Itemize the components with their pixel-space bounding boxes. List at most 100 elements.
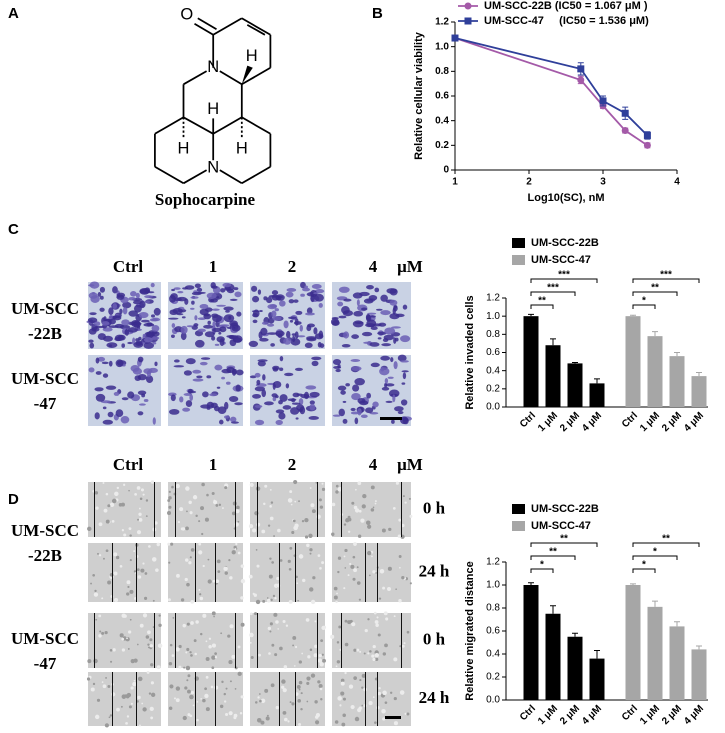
cell	[341, 343, 351, 348]
y-tick-label: 0.4	[486, 365, 500, 376]
data-point	[621, 109, 629, 117]
texture	[113, 571, 118, 576]
texture	[255, 701, 258, 704]
cell	[308, 416, 319, 420]
texture	[350, 564, 355, 569]
texture	[353, 676, 358, 680]
texture	[237, 671, 242, 677]
texture	[255, 548, 258, 551]
texture	[335, 600, 338, 604]
cell	[314, 293, 324, 302]
texture	[99, 630, 102, 633]
texture	[213, 500, 218, 505]
cell	[270, 343, 275, 347]
texture	[283, 665, 288, 669]
texture	[281, 685, 285, 689]
cell	[177, 296, 187, 302]
texture	[294, 500, 297, 503]
texture	[402, 495, 405, 498]
texture	[310, 673, 316, 678]
texture	[321, 625, 326, 631]
texture	[350, 704, 355, 710]
texture	[142, 707, 147, 712]
texture	[175, 686, 181, 691]
cell	[380, 355, 391, 361]
legend-label: UM-SCC-22B	[531, 237, 599, 249]
texture	[116, 707, 120, 712]
texture	[305, 618, 310, 622]
significance-label: **	[651, 283, 659, 294]
cell	[216, 304, 227, 307]
texture	[331, 502, 336, 507]
texture	[337, 487, 343, 492]
cell	[286, 330, 291, 339]
texture	[115, 555, 120, 560]
texture	[384, 643, 388, 648]
texture	[298, 722, 302, 727]
cell	[132, 300, 142, 305]
texture	[141, 702, 144, 705]
cell	[183, 370, 192, 376]
cell	[278, 412, 286, 420]
cell	[271, 310, 277, 318]
texture	[112, 648, 116, 652]
x-tick-label: 1 μM	[638, 410, 662, 434]
cell	[121, 343, 126, 348]
texture	[277, 528, 281, 533]
cell	[232, 337, 242, 343]
texture	[357, 534, 362, 538]
texture	[95, 506, 99, 510]
data-point	[577, 65, 585, 73]
texture	[180, 598, 185, 602]
texture	[236, 505, 240, 510]
y-tick-label: 0.4	[486, 649, 500, 660]
cell	[226, 288, 235, 294]
cell	[277, 333, 283, 338]
texture	[220, 632, 223, 635]
texture	[116, 486, 120, 490]
cell	[275, 419, 283, 426]
texture	[365, 520, 371, 526]
cell	[236, 311, 242, 317]
texture	[240, 622, 245, 627]
x-tick-label: 4	[674, 177, 680, 188]
texture	[235, 509, 240, 514]
texture	[94, 589, 97, 593]
micrograph-background	[250, 672, 325, 726]
cell	[108, 318, 116, 325]
texture	[178, 665, 182, 669]
column-label: 1	[209, 257, 218, 276]
texture	[295, 575, 298, 579]
texture	[98, 634, 102, 638]
texture	[392, 507, 396, 510]
texture	[320, 698, 323, 701]
texture	[186, 510, 188, 513]
texture	[171, 485, 174, 489]
micrograph-background	[168, 613, 243, 668]
texture	[107, 685, 111, 688]
texture	[142, 493, 145, 496]
cell	[254, 419, 265, 426]
scale-bar	[380, 417, 402, 420]
texture	[137, 575, 142, 579]
x-axis-label: Log10(SC), nM	[528, 192, 605, 204]
texture	[108, 716, 111, 719]
cell	[248, 340, 259, 348]
panel-label: D	[8, 491, 19, 508]
cell	[289, 319, 294, 323]
cell	[291, 333, 297, 336]
cell	[360, 307, 368, 311]
y-tick-label: 1.2	[435, 17, 449, 28]
texture	[381, 709, 386, 714]
cell	[345, 383, 350, 387]
texture	[240, 564, 245, 568]
cell	[357, 408, 362, 416]
cell	[152, 342, 157, 345]
texture	[335, 484, 339, 488]
texture	[221, 680, 224, 684]
cell	[354, 417, 359, 425]
texture	[138, 507, 141, 510]
texture	[129, 534, 132, 537]
texture	[155, 568, 159, 572]
texture	[109, 502, 115, 508]
